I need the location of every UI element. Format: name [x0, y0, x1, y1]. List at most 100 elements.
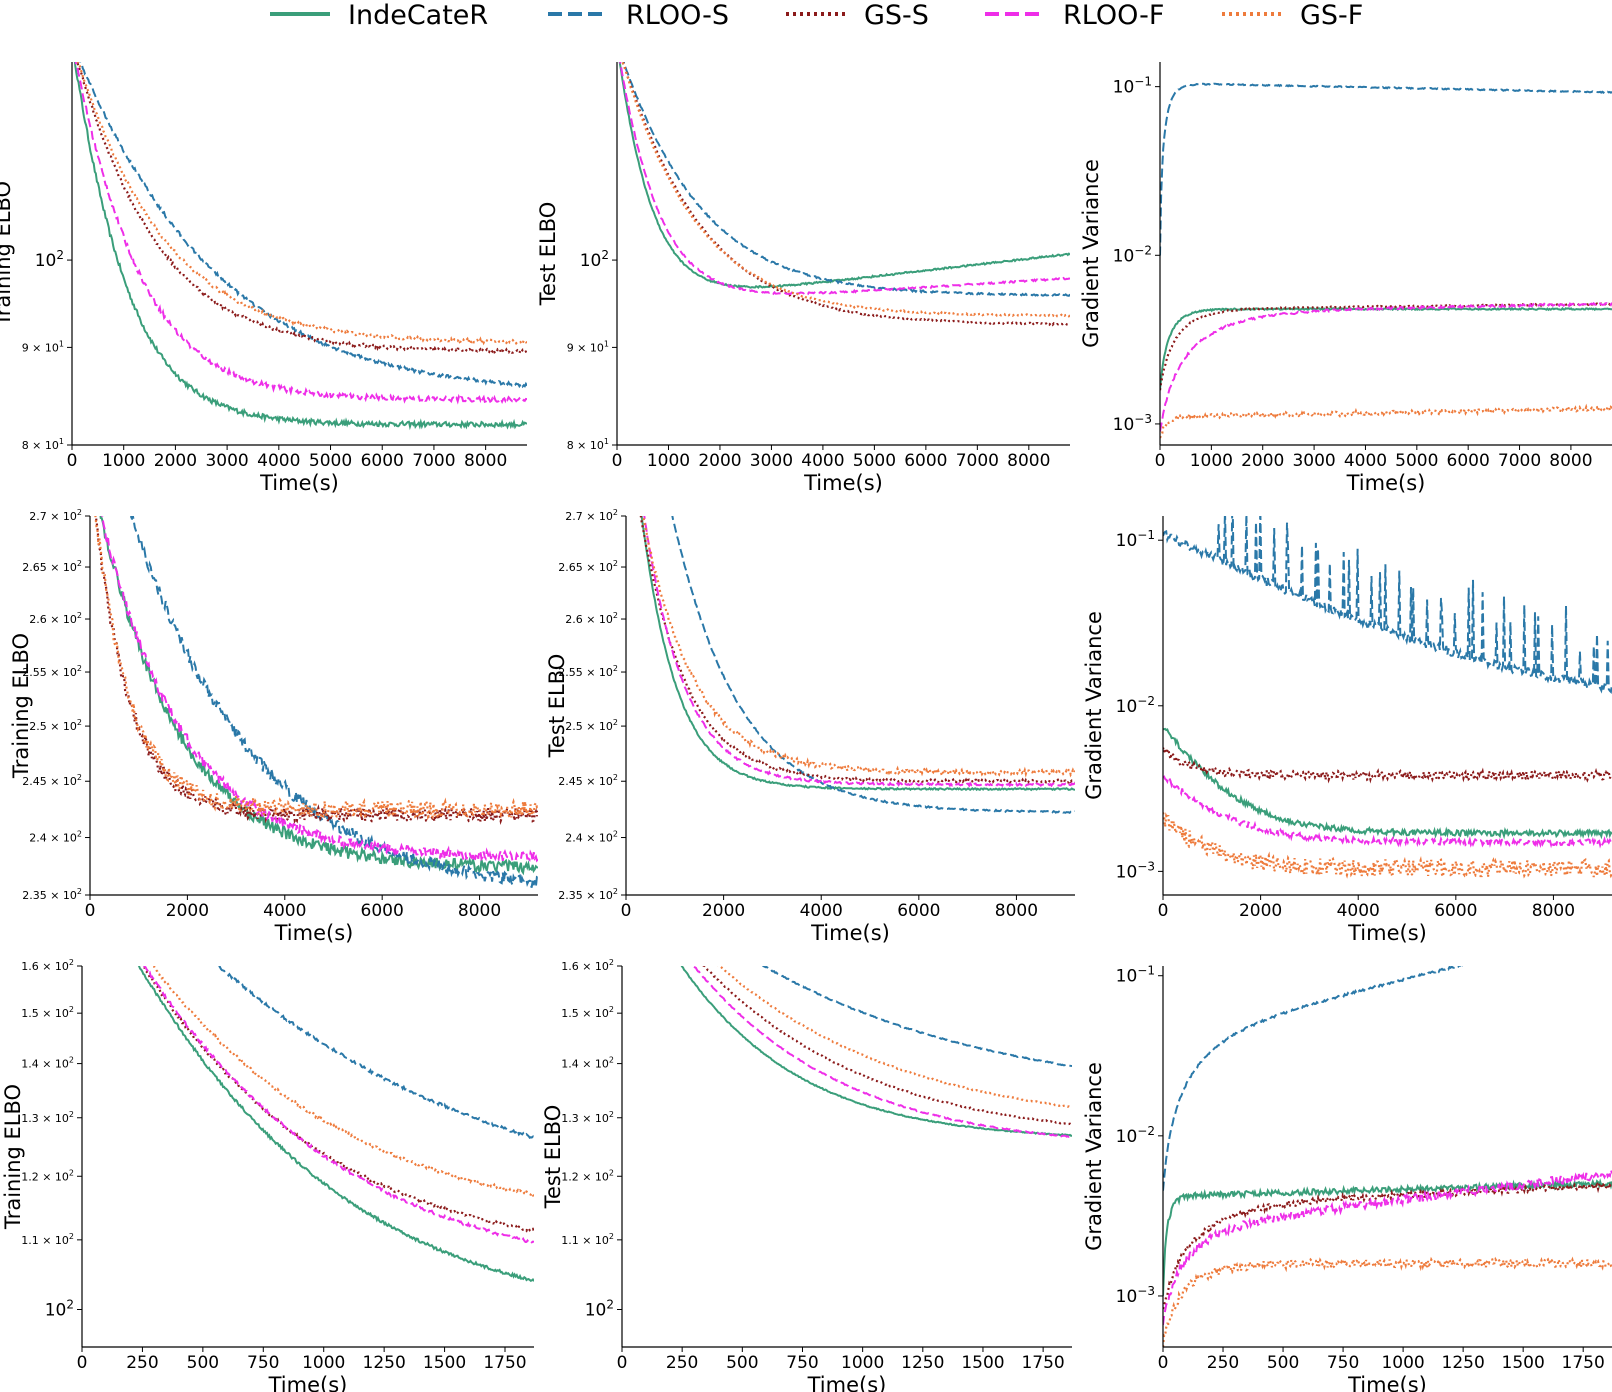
x-tick-label: 5000 — [853, 451, 896, 471]
x-tick-label: 1250 — [901, 1353, 944, 1373]
x-tick-label: 3000 — [1292, 451, 1335, 471]
x-tick-label: 250 — [126, 1353, 158, 1373]
series-group — [1160, 82, 1612, 439]
series-line-rloo-s — [1163, 516, 1612, 695]
x-axis-label: Time(s) — [259, 471, 339, 495]
series-line-rloo-s — [762, 966, 1072, 1067]
x-tick-label: 1500 — [961, 1353, 1004, 1373]
x-tick-label: 8000 — [458, 901, 501, 921]
series-group — [618, 62, 1070, 327]
x-tick-label: 6000 — [361, 451, 404, 471]
x-tick-label: 3000 — [205, 451, 248, 471]
x-tick-label: 4000 — [263, 901, 306, 921]
y-tick-label: 1.5 × 102 — [561, 1005, 614, 1020]
x-tick-label: 6000 — [361, 901, 404, 921]
series-group — [94, 516, 538, 889]
series-line-rloo-f — [692, 966, 1072, 1139]
series-group — [73, 62, 527, 431]
y-tick-label: 9 × 101 — [22, 339, 64, 354]
x-tick-label: 750 — [1327, 1353, 1359, 1373]
x-tick-label: 1000 — [102, 451, 145, 471]
series-line-gs-s — [76, 62, 527, 356]
x-axis-label: Time(s) — [1347, 921, 1427, 945]
x-tick-label: 1000 — [1190, 451, 1233, 471]
x-tick-label: 7000 — [1498, 451, 1541, 471]
x-tick-label: 250 — [666, 1353, 698, 1373]
series-line-gs-f — [151, 966, 534, 1197]
y-axis-label: Training ELBO — [0, 181, 15, 327]
y-tick-label: 1.1 × 102 — [561, 1232, 614, 1247]
y-axis-label: Training ELBO — [9, 633, 33, 779]
x-axis-label: Time(s) — [268, 1373, 348, 1392]
y-tick-label: 2.4 × 102 — [565, 830, 618, 845]
x-tick-label: 500 — [726, 1353, 758, 1373]
x-tick-label: 0 — [1158, 901, 1169, 921]
chart-panel-r2c2: 0 2000 4000 6000 8000 2.35 × 102 2.4 × 102 2.45… — [545, 508, 1075, 945]
legend-item: GS-S — [786, 0, 929, 31]
x-tick-label: 6000 — [904, 451, 947, 471]
series-line-rloo-s — [622, 62, 1070, 297]
series-line-gs-s — [1160, 301, 1612, 391]
series-line-indecater — [680, 966, 1072, 1137]
y-tick-label: 9 × 101 — [567, 339, 609, 354]
x-axis-label: Time(s) — [803, 471, 883, 495]
x-tick-label: 1500 — [1502, 1353, 1545, 1373]
x-tick-label: 5000 — [309, 451, 352, 471]
x-tick-label: 8000 — [1007, 451, 1050, 471]
x-tick-label: 6000 — [897, 901, 940, 921]
x-tick-label: 1250 — [1442, 1353, 1485, 1373]
y-tick-label: 1.4 × 102 — [21, 1056, 74, 1071]
y-axis-label: Test ELBO — [541, 1105, 565, 1210]
y-tick-label: 1.1 × 102 — [21, 1232, 74, 1247]
chart-panel-r3c3: 0 250 500 750 1000 1250 1500 1750 10−3 10−2 10−1 Ti… — [1082, 964, 1612, 1392]
x-tick-label: 750 — [247, 1353, 279, 1373]
y-tick-label: 2.6 × 102 — [565, 611, 618, 626]
chart-panel-r3c2: 0 250 500 750 1000 1250 1500 1750 102 1.1 × 102 1.… — [541, 958, 1072, 1392]
y-tick-label: 1.3 × 102 — [21, 1110, 74, 1125]
series-line-gs-f — [1163, 812, 1612, 881]
chart-panel-r2c3: 0 2000 4000 6000 8000 10−3 10−2 10−1 Time(s) Grad… — [1082, 516, 1612, 945]
x-axis-label: Time(s) — [1346, 471, 1426, 495]
x-tick-label: 250 — [1207, 1353, 1239, 1373]
series-line-rloo-s — [1160, 82, 1612, 256]
series-line-rloo-f — [1163, 1169, 1612, 1326]
x-tick-label: 1750 — [483, 1353, 526, 1373]
x-tick-label: 1750 — [1021, 1353, 1064, 1373]
x-tick-label: 0 — [1155, 451, 1166, 471]
y-tick-label: 102 — [45, 1298, 74, 1321]
series-line-gs-f — [717, 966, 1072, 1109]
x-tick-label: 5000 — [1395, 451, 1438, 471]
legend-label: IndeCateR — [348, 0, 488, 31]
y-tick-label: 8 × 101 — [567, 437, 609, 452]
y-tick-label: 2.55 × 102 — [558, 664, 618, 679]
series-line-gs-s — [639, 516, 1075, 785]
y-tick-label: 2.35 × 102 — [22, 887, 82, 902]
y-tick-label: 10−1 — [1116, 528, 1155, 551]
x-tick-label: 8000 — [995, 901, 1038, 921]
series-line-rloo-f — [643, 516, 1075, 788]
x-tick-label: 1000 — [841, 1353, 884, 1373]
series-line-indecater — [1160, 306, 1612, 390]
y-tick-label: 1.6 × 102 — [21, 958, 74, 973]
y-tick-label: 102 — [580, 248, 609, 271]
series-line-rloo-s — [79, 62, 527, 389]
series-line-rloo-s — [217, 966, 534, 1140]
x-axis-label: Time(s) — [810, 921, 890, 945]
x-tick-label: 0 — [77, 1353, 88, 1373]
x-tick-label: 0 — [67, 451, 78, 471]
x-tick-label: 4000 — [800, 901, 843, 921]
y-tick-label: 2.7 × 102 — [565, 508, 618, 523]
y-tick-label: 2.4 × 102 — [29, 830, 82, 845]
x-tick-label: 500 — [187, 1353, 219, 1373]
series-line-gs-f — [621, 62, 1070, 318]
chart-panel-r2c1: 0 2000 4000 6000 8000 2.35 × 102 2.4 × 102 2.45… — [9, 508, 538, 945]
series-line-gs-f — [76, 62, 527, 346]
series-line-indecater — [640, 516, 1075, 792]
series-group — [1163, 516, 1612, 881]
y-axis-label: Gradient Variance — [1079, 159, 1103, 348]
x-tick-label: 2000 — [1241, 451, 1284, 471]
x-tick-label: 2000 — [166, 901, 209, 921]
series-line-indecater — [618, 62, 1070, 290]
y-tick-label: 8 × 101 — [22, 437, 64, 452]
